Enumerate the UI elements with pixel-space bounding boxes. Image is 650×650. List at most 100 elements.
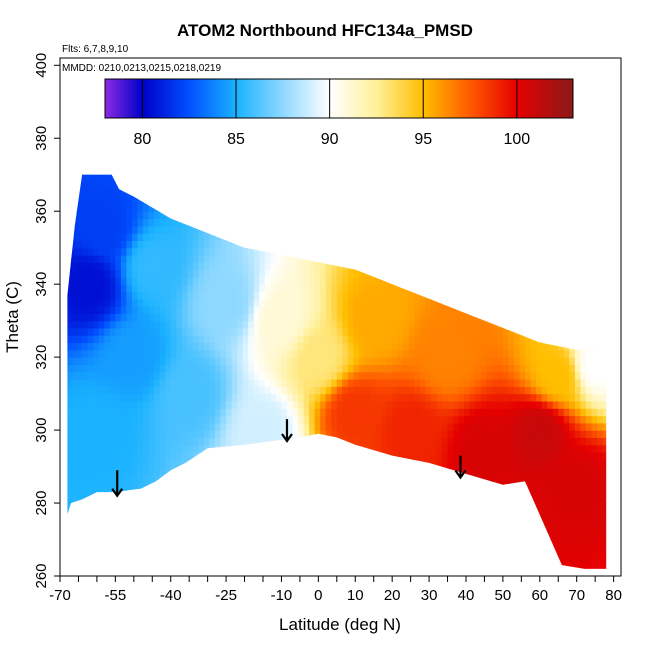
heat-cell (76, 473, 83, 482)
heat-cell (115, 225, 122, 234)
heat-cell (370, 357, 377, 365)
heat-cell (132, 524, 139, 533)
heat-cell (530, 174, 537, 183)
heat-cell (60, 248, 66, 256)
heat-cell (525, 349, 532, 358)
heat-cell (303, 262, 310, 271)
heat-cell (359, 174, 366, 176)
heat-cell (82, 532, 89, 541)
heat-cell (514, 371, 521, 380)
heat-cell (187, 240, 194, 249)
heat-cell (60, 401, 66, 409)
heat-cell (115, 364, 122, 373)
heat-cell (60, 474, 66, 482)
heat-cell (209, 466, 216, 475)
heat-cell (87, 284, 94, 293)
heat-cell (408, 393, 415, 402)
heat-cell (126, 262, 133, 271)
heat-cell (220, 400, 227, 409)
heat-cell (331, 466, 338, 475)
heat-cell (220, 196, 227, 205)
heat-cell (536, 233, 543, 241)
heat-cell (82, 379, 89, 387)
heat-cell (281, 473, 288, 482)
heat-cell (392, 291, 399, 300)
heat-cell (109, 327, 116, 336)
heat-cell (203, 306, 210, 314)
heat-cell (203, 408, 210, 417)
heat-cell (464, 546, 471, 555)
heat-cell (137, 379, 144, 387)
heat-cell (270, 225, 277, 234)
heat-cell (215, 539, 222, 548)
heat-cell (109, 481, 116, 490)
heat-cell (248, 444, 255, 453)
heat-cell (464, 510, 471, 519)
heat-cell (232, 569, 238, 577)
heat-cell (215, 269, 222, 278)
heat-cell (198, 524, 205, 533)
heat-cell (154, 452, 161, 460)
heat-cell (370, 561, 377, 569)
heat-cell (259, 269, 266, 278)
heat-cell (242, 174, 249, 183)
heat-cell (303, 561, 310, 569)
heat-cell (519, 218, 526, 227)
heat-cell (381, 415, 388, 424)
heat-cell (82, 276, 89, 285)
heat-cell (397, 342, 404, 351)
heat-cell (342, 276, 349, 285)
heat-cell (386, 386, 393, 395)
heat-cell (536, 357, 543, 365)
heat-cell (209, 546, 216, 555)
heat-cell (448, 569, 454, 577)
heat-cell (309, 225, 316, 234)
heat-cell (93, 189, 100, 198)
heat-cell (425, 473, 432, 482)
heat-cell (347, 247, 354, 256)
heat-cell (541, 430, 548, 438)
heat-cell (281, 174, 288, 176)
heat-cell (242, 408, 249, 417)
heat-cell (71, 174, 78, 183)
heat-cell (320, 349, 327, 358)
heat-cell (320, 561, 327, 569)
heat-cell (403, 335, 410, 344)
heat-cell (253, 247, 260, 256)
heat-cell (120, 539, 127, 548)
heat-cell (165, 393, 172, 402)
heat-cell (309, 174, 316, 176)
heat-cell (237, 554, 244, 562)
heat-cell (198, 269, 205, 278)
heat-cell (220, 481, 227, 490)
heat-cell (469, 364, 476, 373)
heat-cell (502, 298, 509, 307)
heat-cell (458, 255, 465, 263)
heat-cell (486, 174, 493, 176)
heat-cell (76, 524, 83, 533)
heat-cell (397, 371, 404, 380)
heat-cell (192, 510, 199, 519)
heat-cell (264, 357, 271, 365)
heat-cell (226, 174, 233, 183)
heat-cell (525, 335, 532, 344)
heat-cell (82, 255, 89, 263)
heat-cell (364, 284, 371, 293)
heat-cell (67, 554, 72, 562)
heat-cell (336, 174, 343, 183)
heat-cell (541, 313, 548, 322)
heat-cell (203, 342, 210, 351)
heat-cell (264, 364, 271, 373)
heat-cell (397, 364, 404, 373)
heat-cell (98, 203, 105, 212)
heat-cell (215, 452, 222, 460)
heat-cell (419, 247, 426, 256)
heat-cell (464, 532, 471, 541)
heat-cell (76, 466, 83, 475)
heat-cell (469, 379, 476, 387)
heat-cell (71, 408, 78, 417)
heat-cell (342, 495, 349, 504)
heat-cell (215, 510, 222, 519)
heat-cell (253, 276, 260, 285)
heat-cell (275, 473, 282, 482)
